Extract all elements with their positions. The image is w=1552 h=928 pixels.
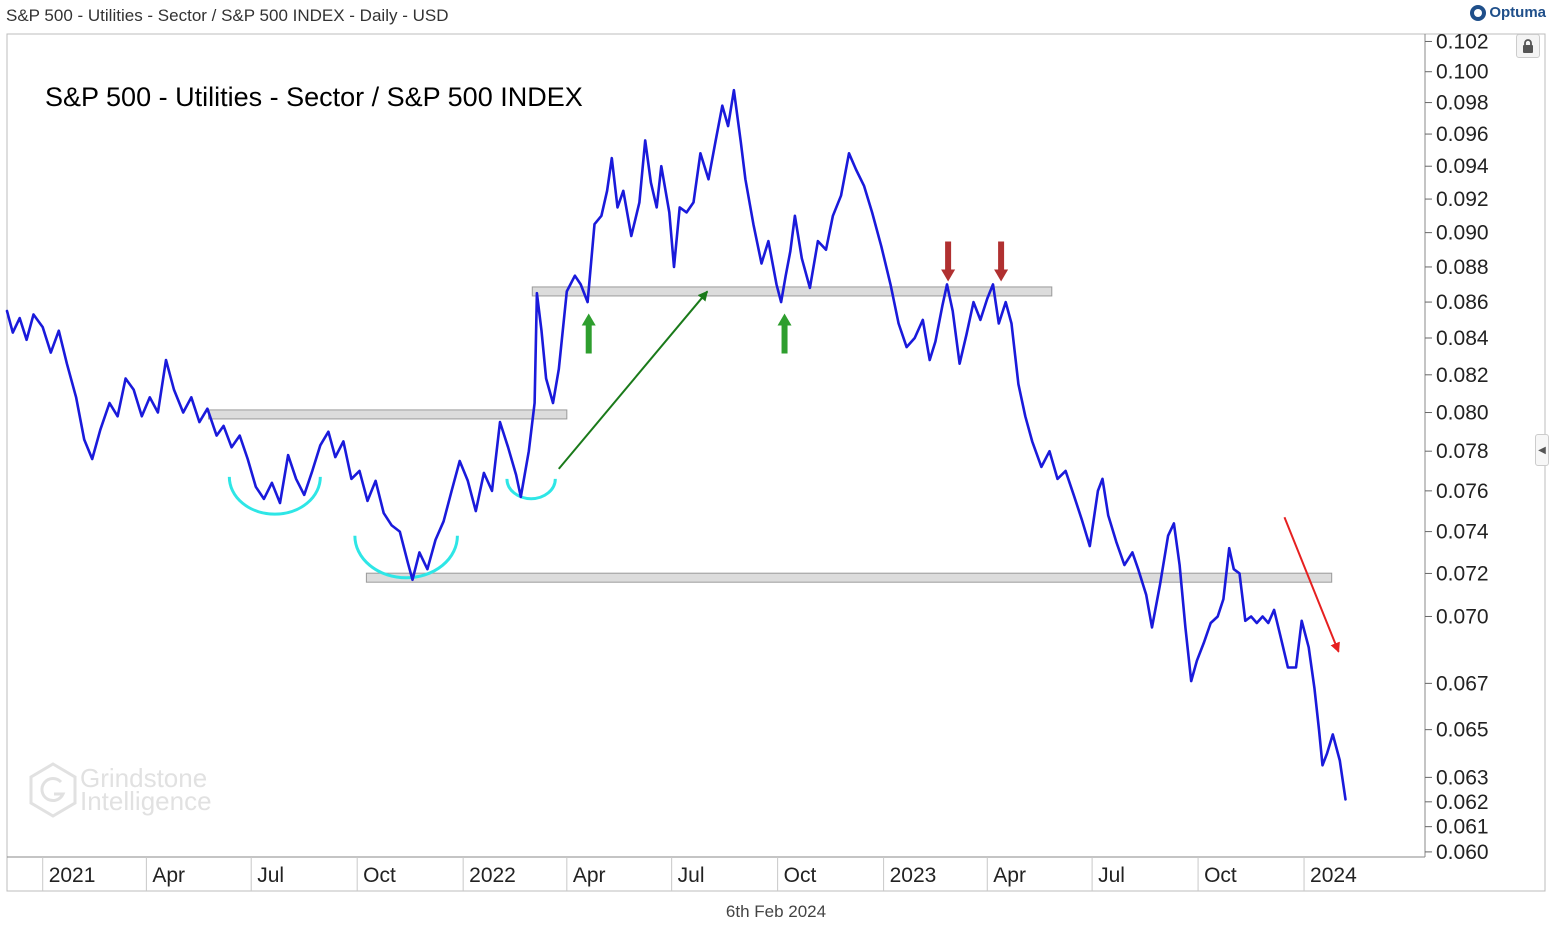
y-tick-label: 0.096 — [1436, 123, 1489, 146]
hexagon-g-icon — [29, 762, 77, 818]
lock-scale-button[interactable] — [1516, 34, 1540, 58]
support-band — [208, 409, 568, 420]
x-tick-label: Oct — [363, 864, 396, 887]
x-tick-label: Jul — [257, 864, 284, 887]
y-tick-label: 0.062 — [1436, 791, 1489, 814]
y-tick-label: 0.080 — [1436, 402, 1489, 425]
lock-icon — [1523, 39, 1533, 53]
y-tick-label: 0.086 — [1436, 291, 1489, 314]
x-tick-label: Jul — [678, 864, 705, 887]
watermark-line-1: Grindstone — [80, 763, 208, 793]
x-tick-label: Apr — [993, 864, 1026, 887]
x-tick-label: Apr — [573, 864, 606, 887]
support-up-arrow-icon — [777, 313, 792, 354]
rounding-bottom-arc — [505, 478, 557, 501]
y-tick-label: 0.072 — [1436, 562, 1489, 585]
support-band — [365, 572, 1333, 583]
resistance-down-arrow-icon — [941, 241, 956, 282]
optuma-logo-icon — [1470, 4, 1487, 21]
brand-label: Optuma — [1489, 4, 1546, 21]
optuma-brand: Optuma — [1470, 4, 1546, 21]
y-tick-label: 0.076 — [1436, 480, 1489, 503]
x-tick-label: 2021 — [49, 864, 96, 887]
y-tick-label: 0.070 — [1436, 605, 1489, 628]
y-tick-label: 0.082 — [1436, 364, 1489, 387]
footer-date: 6th Feb 2024 — [725, 902, 827, 921]
support-up-arrow-icon — [581, 313, 596, 354]
watermark-text: Grindstone Intelligence — [80, 763, 212, 816]
y-tick-label: 0.092 — [1436, 188, 1489, 211]
resistance-down-arrow-icon — [994, 241, 1009, 282]
chart-header-title: S&P 500 - Utilities - Sector / S&P 500 I… — [6, 6, 449, 25]
y-tick-label: 0.063 — [1436, 766, 1489, 789]
y-tick-label: 0.061 — [1436, 816, 1489, 839]
y-tick-label: 0.098 — [1436, 92, 1489, 115]
y-tick-label: 0.090 — [1436, 222, 1489, 245]
x-tick-label: Apr — [152, 864, 185, 887]
chart-title: S&P 500 - Utilities - Sector / S&P 500 I… — [45, 82, 583, 112]
y-tick-label: 0.100 — [1436, 61, 1489, 84]
y-tick-label: 0.102 — [1436, 30, 1489, 53]
support-band — [531, 286, 1053, 297]
series-line — [5, 88, 1347, 801]
scroll-handle-button[interactable]: ◀ — [1535, 434, 1549, 466]
chevron-left-icon: ◀ — [1538, 444, 1546, 456]
y-tick-label: 0.074 — [1436, 521, 1489, 544]
y-tick-label: 0.094 — [1436, 155, 1489, 178]
watermark-logo: Grindstone Intelligence — [28, 762, 212, 818]
downtrend-arrow — [1283, 516, 1340, 653]
y-tick-label: 0.065 — [1436, 719, 1489, 742]
x-tick-label: 2022 — [469, 864, 516, 887]
y-tick-label: 0.067 — [1436, 672, 1489, 695]
plot-frame — [6, 33, 1546, 892]
x-tick-label: Oct — [784, 864, 817, 887]
rounding-bottom-arc — [227, 476, 322, 516]
x-tick-label: Jul — [1098, 864, 1125, 887]
y-tick-label: 0.084 — [1436, 327, 1489, 350]
y-tick-label: 0.060 — [1436, 841, 1489, 864]
x-tick-label: Oct — [1204, 864, 1237, 887]
rounding-bottom-arc — [353, 535, 459, 580]
y-tick-label: 0.078 — [1436, 440, 1489, 463]
watermark-line-2: Intelligence — [80, 786, 212, 816]
y-tick-label: 0.088 — [1436, 256, 1489, 279]
x-tick-label: 2024 — [1310, 864, 1357, 887]
uptrend-arrow — [557, 290, 709, 470]
x-tick-label: 2023 — [890, 864, 937, 887]
